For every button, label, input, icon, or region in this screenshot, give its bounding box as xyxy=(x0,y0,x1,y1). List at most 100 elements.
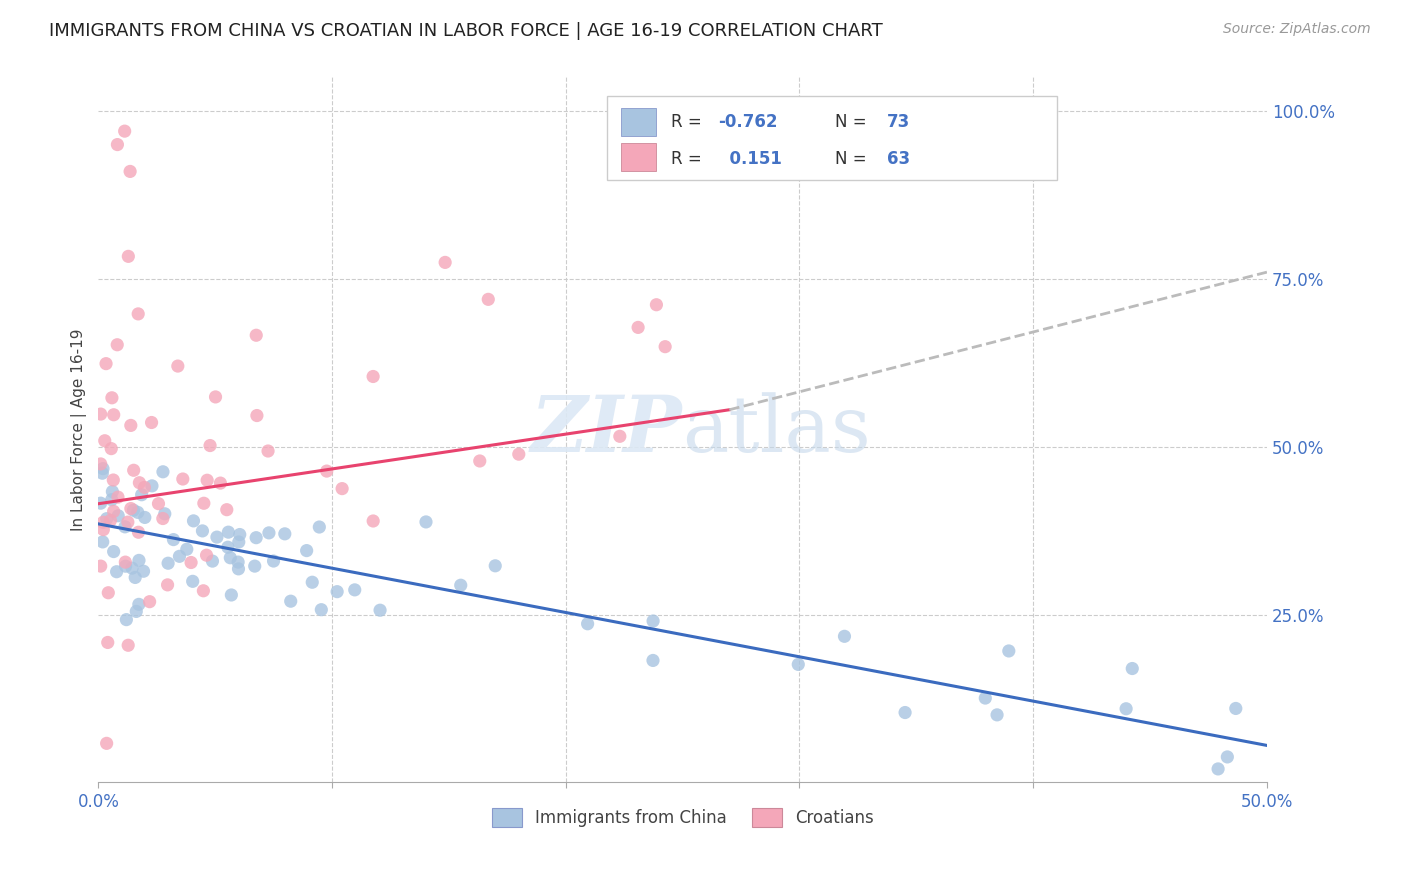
Point xyxy=(127,505,149,519)
Point xyxy=(132,564,155,578)
Text: IMMIGRANTS FROM CHINA VS CROATIAN IN LABOR FORCE | AGE 16-19 CORRELATION CHART: IMMIGRANTS FROM CHINA VS CROATIAN IN LAB… xyxy=(49,22,883,40)
Point xyxy=(114,124,136,138)
Bar xyxy=(620,143,655,171)
Point xyxy=(138,595,160,609)
Point xyxy=(195,548,218,562)
Point xyxy=(128,475,150,490)
Text: R =: R = xyxy=(671,150,707,168)
Point xyxy=(308,520,330,534)
Point xyxy=(834,629,856,643)
Text: N =: N = xyxy=(835,150,872,168)
Point xyxy=(245,531,267,545)
Point xyxy=(576,616,599,631)
Point xyxy=(183,514,205,528)
Point xyxy=(169,549,191,564)
Point xyxy=(101,391,124,405)
Point xyxy=(122,463,145,477)
Point xyxy=(96,736,118,750)
Point xyxy=(645,298,668,312)
Text: ZIP: ZIP xyxy=(531,392,683,468)
Point xyxy=(361,369,384,384)
Point xyxy=(894,706,917,720)
Point xyxy=(1115,702,1137,716)
Point xyxy=(257,444,280,458)
Point xyxy=(326,584,349,599)
Point xyxy=(107,490,129,504)
Point xyxy=(204,390,226,404)
Point xyxy=(128,598,150,612)
Point xyxy=(91,535,114,549)
FancyBboxPatch shape xyxy=(606,96,1056,179)
Point xyxy=(94,357,117,371)
Point xyxy=(103,504,125,518)
Point xyxy=(96,511,118,525)
Point xyxy=(257,525,280,540)
Point xyxy=(245,328,267,343)
Point xyxy=(609,429,631,443)
Text: atlas: atlas xyxy=(683,392,872,467)
Point xyxy=(100,513,122,527)
Point xyxy=(368,603,391,617)
Point xyxy=(115,613,138,627)
Point xyxy=(105,565,128,579)
Point xyxy=(217,525,239,540)
Point xyxy=(311,603,333,617)
Bar xyxy=(620,108,655,136)
Point xyxy=(122,503,145,517)
Point xyxy=(153,507,176,521)
Point xyxy=(114,520,136,534)
Point xyxy=(986,707,1008,722)
Point xyxy=(134,480,156,494)
Text: 0.151: 0.151 xyxy=(717,150,782,168)
Point xyxy=(127,307,149,321)
Point xyxy=(120,164,142,178)
Point xyxy=(330,482,353,496)
Point xyxy=(221,588,243,602)
Point xyxy=(90,496,112,510)
Point xyxy=(243,559,266,574)
Point xyxy=(274,526,297,541)
Point xyxy=(643,614,665,628)
Point xyxy=(627,320,650,334)
Y-axis label: In Labor Force | Age 16-19: In Labor Force | Age 16-19 xyxy=(72,328,87,531)
Point xyxy=(94,434,117,448)
Point xyxy=(295,543,318,558)
Point xyxy=(226,555,249,569)
Point xyxy=(100,492,122,507)
Point xyxy=(1206,762,1229,776)
Point xyxy=(641,653,664,667)
Point xyxy=(103,408,125,422)
Point xyxy=(193,496,215,510)
Point xyxy=(205,530,228,544)
Point xyxy=(90,407,112,421)
Point xyxy=(114,559,136,574)
Point xyxy=(90,559,112,574)
Point xyxy=(128,553,150,567)
Point xyxy=(280,594,302,608)
Point xyxy=(125,604,148,618)
Point xyxy=(450,578,472,592)
Point xyxy=(654,340,676,354)
Point xyxy=(117,249,139,263)
Point xyxy=(201,554,224,568)
Point xyxy=(152,511,174,525)
Point xyxy=(176,542,198,557)
Point xyxy=(343,582,366,597)
Point xyxy=(209,476,232,491)
Point xyxy=(100,442,122,456)
Point xyxy=(219,550,242,565)
Point xyxy=(1216,750,1239,764)
Point xyxy=(91,523,114,537)
Point xyxy=(229,527,252,541)
Point xyxy=(124,570,146,584)
Point xyxy=(315,464,337,478)
Point xyxy=(477,293,499,307)
Point xyxy=(117,638,139,652)
Point xyxy=(114,555,136,569)
Point xyxy=(181,574,204,589)
Point xyxy=(361,514,384,528)
Point xyxy=(90,457,112,471)
Point xyxy=(107,137,129,152)
Point xyxy=(1225,701,1247,715)
Point xyxy=(180,556,202,570)
